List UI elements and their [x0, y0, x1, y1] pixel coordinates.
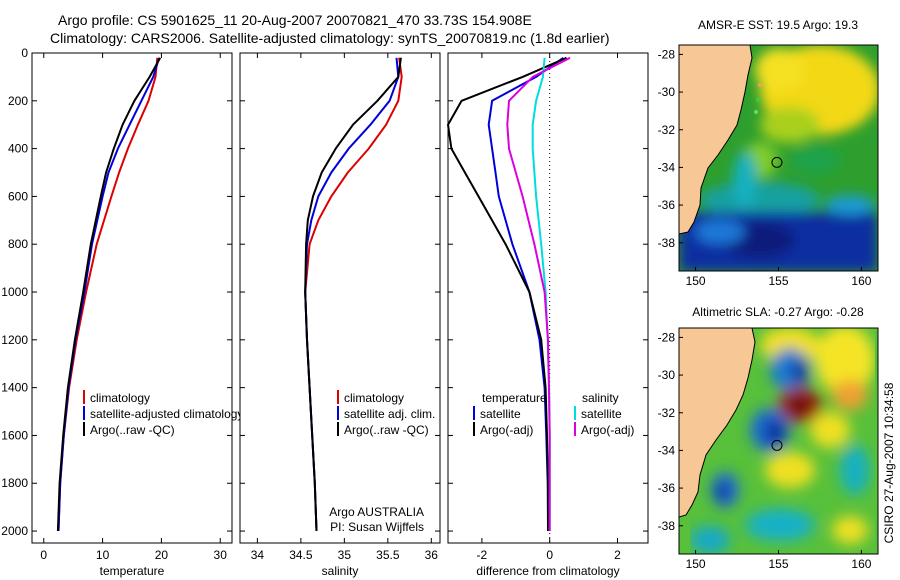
x-tick-label: 20 [155, 548, 169, 562]
map-y-tick-label: -32 [658, 406, 676, 420]
legend-label-satellite-adjusted: satellite-adjusted climatology [90, 407, 243, 421]
map-y-tick-label: -30 [658, 85, 676, 99]
legend-label-climatology: climatology [344, 391, 404, 405]
temperature-axes-box [31, 52, 233, 544]
credit-timestamp: CSIRO 27-Aug-2007 10:34:58 [882, 382, 896, 543]
map-x-tick-label: 150 [686, 274, 706, 288]
legend-label-temp-argo: Argo(-adj) [480, 423, 533, 437]
pi-label: PI: Susan Wijffels [330, 520, 424, 534]
temperature-panel: 0 10 20 30 0 200 400 600 800 1000 1200 1400 1600 180… [1, 46, 243, 578]
map-x-tick-label: 155 [768, 274, 788, 288]
legend-label-climatology: climatology [90, 391, 150, 405]
legend-label-argo: Argo(..raw -QC) [90, 423, 175, 437]
depth-tick-label: 1800 [1, 476, 28, 490]
sst-map-panel: AMSR-E SST: 19.5 Argo: 19.3 [658, 18, 879, 288]
x-tick-label: 34 [251, 548, 265, 562]
series-line-salinity-argo-adj [506, 56, 571, 531]
map-y-tick-label: -38 [658, 519, 676, 533]
depth-tick-label: 1400 [1, 381, 28, 395]
map-y-tick-label: -34 [658, 443, 676, 457]
salinity-xlabel: salinity [322, 564, 359, 578]
x-tick-label: 30 [214, 548, 228, 562]
salinity-panel: 34 34.5 35 35.5 36 salinity climatology sate… [239, 52, 441, 578]
map-y-tick-label: -32 [658, 123, 676, 137]
argo-location-marker [771, 439, 783, 451]
map-y-tick-label: -36 [658, 481, 676, 495]
x-tick-label: 36 [425, 548, 439, 562]
series-line-argo-raw-qc [304, 57, 402, 532]
depth-tick-label: 2000 [1, 524, 28, 538]
x-tick-label: 0 [40, 548, 47, 562]
depth-tick-label: 400 [8, 142, 28, 156]
figure-title-line1: Argo profile: CS 5901625_11 20-Aug-2007 … [58, 12, 532, 28]
legend-header-salinity: salinity [582, 391, 619, 405]
difference-panel: -2 0 2 difference from climatology tempera… [447, 52, 649, 578]
figure-title-line2: Climatology: CARS2006. Satellite-adjuste… [50, 30, 610, 46]
depth-tick-label: 800 [8, 237, 28, 251]
sla-field [679, 328, 878, 554]
sst-field [679, 45, 878, 271]
x-tick-label: 0 [546, 548, 553, 562]
legend-header-temperature: temperature [482, 391, 547, 405]
difference-legend: temperature satellite Argo(-adj) salinit… [473, 391, 634, 437]
map-y-tick-label: -36 [658, 198, 676, 212]
depth-tick-label: 200 [8, 94, 28, 108]
map-y-tick-label: -34 [658, 160, 676, 174]
sla-map-title: Altimetric SLA: -0.27 Argo: -0.28 [692, 305, 864, 319]
map-x-tick-label: 160 [851, 274, 871, 288]
legend-label-temp-satellite: satellite [480, 407, 521, 421]
map-x-tick-label: 160 [851, 557, 871, 571]
difference-xlabel: difference from climatology [476, 564, 619, 578]
map-y-tick-label: -28 [658, 47, 676, 61]
x-tick-label: 35.5 [376, 548, 400, 562]
argo-location-marker [771, 156, 783, 168]
legend-label-sal-satellite: satellite [581, 407, 622, 421]
series-line-temperature-argo-adj [447, 56, 567, 531]
argo-australia-label: Argo AUSTRALIA [329, 505, 424, 519]
map-y-tick-label: -30 [658, 368, 676, 382]
sla-map-panel: Altimetric SLA: -0.27 Argo: -0.28 [658, 305, 879, 571]
depth-tick-label: 0 [21, 46, 28, 60]
map-y-tick-label: -38 [658, 236, 676, 250]
map-x-tick-label: 155 [768, 557, 788, 571]
map-y-tick-label: -28 [658, 330, 676, 344]
x-tick-label: 34.5 [289, 548, 313, 562]
temperature-legend: climatology satellite-adjusted climatolo… [83, 390, 243, 437]
map-x-tick-label: 150 [686, 557, 706, 571]
legend-label-argo: Argo(..raw -QC) [344, 423, 429, 437]
depth-tick-label: 600 [8, 189, 28, 203]
legend-label-sal-argo: Argo(-adj) [581, 423, 634, 437]
legend-label-satellite-adj: satellite adj. clim. [344, 407, 435, 421]
salinity-axes-box [239, 52, 441, 544]
x-tick-label: 35 [338, 548, 352, 562]
salinity-legend: climatology satellite adj. clim. Argo(..… [337, 390, 435, 437]
x-tick-label: -2 [477, 548, 488, 562]
depth-tick-label: 1600 [1, 428, 28, 442]
sst-map-title: AMSR-E SST: 19.5 Argo: 19.3 [698, 18, 858, 32]
x-tick-label: 10 [96, 548, 110, 562]
temperature-xlabel: temperature [100, 564, 165, 578]
depth-tick-label: 1000 [1, 285, 28, 299]
x-tick-label: 2 [614, 548, 621, 562]
series-line-argo-raw-qc [56, 57, 162, 532]
depth-tick-label: 1200 [1, 333, 28, 347]
